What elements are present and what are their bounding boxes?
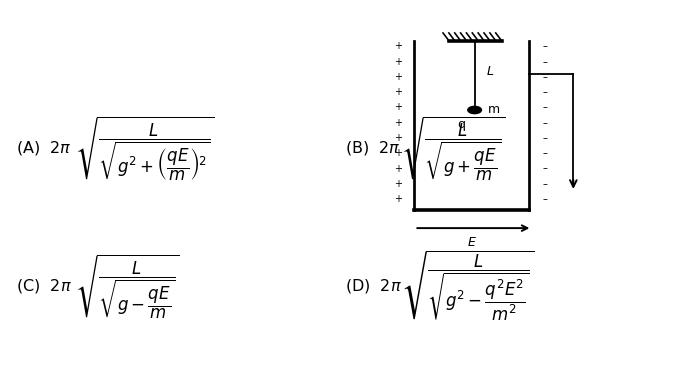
- Text: q: q: [457, 118, 466, 131]
- Text: $\sqrt{\dfrac{L}{\sqrt{g-\dfrac{qE}{m}}}}$: $\sqrt{\dfrac{L}{\sqrt{g-\dfrac{qE}{m}}}…: [75, 252, 179, 321]
- Text: +: +: [394, 57, 402, 67]
- Text: +: +: [394, 103, 402, 113]
- Circle shape: [468, 106, 482, 114]
- Text: –: –: [543, 118, 548, 128]
- Text: +: +: [394, 133, 402, 143]
- Text: L: L: [487, 65, 494, 78]
- Text: +: +: [394, 87, 402, 97]
- Text: $\sqrt{\dfrac{L}{\sqrt{g^2+\left(\dfrac{qE}{m}\right)^{\!2}}}}$: $\sqrt{\dfrac{L}{\sqrt{g^2+\left(\dfrac{…: [75, 114, 214, 183]
- Text: –: –: [543, 57, 548, 67]
- Text: –: –: [543, 163, 548, 173]
- Text: $\sqrt{\dfrac{L}{\sqrt{g+\dfrac{qE}{m}}}}$: $\sqrt{\dfrac{L}{\sqrt{g+\dfrac{qE}{m}}}…: [401, 114, 506, 183]
- Text: –: –: [543, 103, 548, 113]
- Text: –: –: [543, 72, 548, 82]
- Text: +: +: [394, 163, 402, 173]
- Text: E: E: [468, 236, 475, 249]
- Text: +: +: [394, 41, 402, 51]
- Text: +: +: [394, 72, 402, 82]
- Text: +: +: [394, 194, 402, 204]
- Text: (B)  $2\pi$: (B) $2\pi$: [345, 139, 401, 157]
- Text: +: +: [394, 179, 402, 189]
- Text: –: –: [543, 133, 548, 143]
- Text: (C)  $2\pi$: (C) $2\pi$: [17, 277, 72, 295]
- Text: (D)  $2\pi$: (D) $2\pi$: [345, 277, 402, 295]
- Text: –: –: [543, 41, 548, 51]
- Text: –: –: [543, 194, 548, 204]
- Text: –: –: [543, 87, 548, 97]
- Text: m: m: [489, 103, 500, 117]
- Text: –: –: [543, 179, 548, 189]
- Text: –: –: [543, 148, 548, 158]
- Text: +: +: [394, 148, 402, 158]
- Text: +: +: [394, 118, 402, 128]
- Text: (A)  $2\pi$: (A) $2\pi$: [17, 139, 72, 157]
- Text: $\sqrt{\dfrac{L}{\sqrt{g^2-\dfrac{q^2E^2}{m^2}}}}$: $\sqrt{\dfrac{L}{\sqrt{g^2-\dfrac{q^2E^2…: [401, 249, 534, 324]
